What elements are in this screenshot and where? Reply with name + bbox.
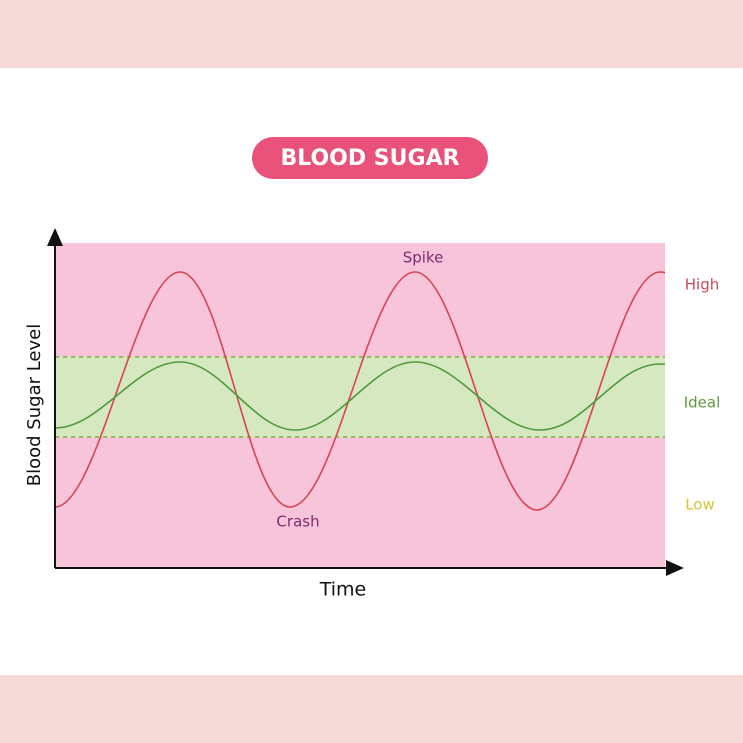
peak-label: Spike [403, 249, 444, 267]
zone-label: Low [685, 496, 715, 514]
zone-label: High [685, 276, 719, 294]
bottom-band [0, 675, 743, 743]
zone-label: Ideal [684, 394, 721, 412]
title-pill [252, 137, 488, 179]
x-axis-label: Time [319, 579, 367, 601]
unstable-curve [55, 271, 665, 511]
trough-label: Crash [276, 513, 319, 531]
title: BLOOD SUGAR [280, 146, 459, 171]
stable-curve [55, 361, 665, 431]
top-band [0, 0, 743, 68]
y-axis-label: Blood Sugar Level [24, 324, 45, 486]
